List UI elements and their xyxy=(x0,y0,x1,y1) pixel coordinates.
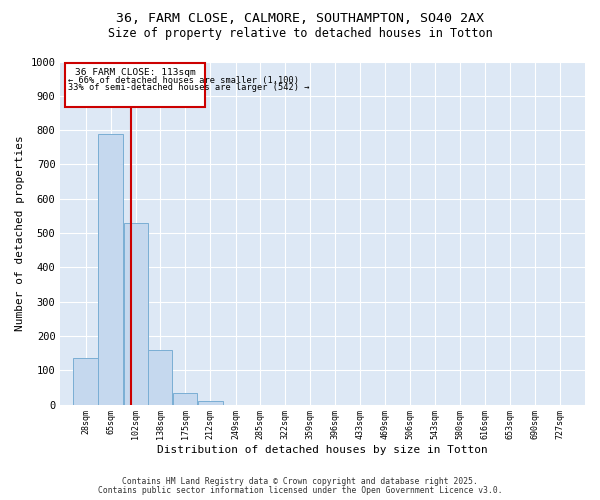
Bar xyxy=(73,358,98,405)
Text: Contains HM Land Registry data © Crown copyright and database right 2025.: Contains HM Land Registry data © Crown c… xyxy=(122,477,478,486)
Y-axis label: Number of detached properties: Number of detached properties xyxy=(15,135,25,331)
Bar xyxy=(198,401,223,404)
Text: Size of property relative to detached houses in Totton: Size of property relative to detached ho… xyxy=(107,28,493,40)
Bar xyxy=(173,392,197,404)
Text: ← 66% of detached houses are smaller (1,100): ← 66% of detached houses are smaller (1,… xyxy=(68,76,299,84)
Bar xyxy=(98,134,123,404)
Text: 36, FARM CLOSE, CALMORE, SOUTHAMPTON, SO40 2AX: 36, FARM CLOSE, CALMORE, SOUTHAMPTON, SO… xyxy=(116,12,484,26)
Bar xyxy=(148,350,172,405)
FancyBboxPatch shape xyxy=(65,63,205,107)
X-axis label: Distribution of detached houses by size in Totton: Distribution of detached houses by size … xyxy=(157,445,488,455)
Text: 36 FARM CLOSE: 113sqm: 36 FARM CLOSE: 113sqm xyxy=(74,68,196,77)
Bar xyxy=(124,222,148,404)
Text: Contains public sector information licensed under the Open Government Licence v3: Contains public sector information licen… xyxy=(98,486,502,495)
Text: 33% of semi-detached houses are larger (542) →: 33% of semi-detached houses are larger (… xyxy=(68,83,310,92)
